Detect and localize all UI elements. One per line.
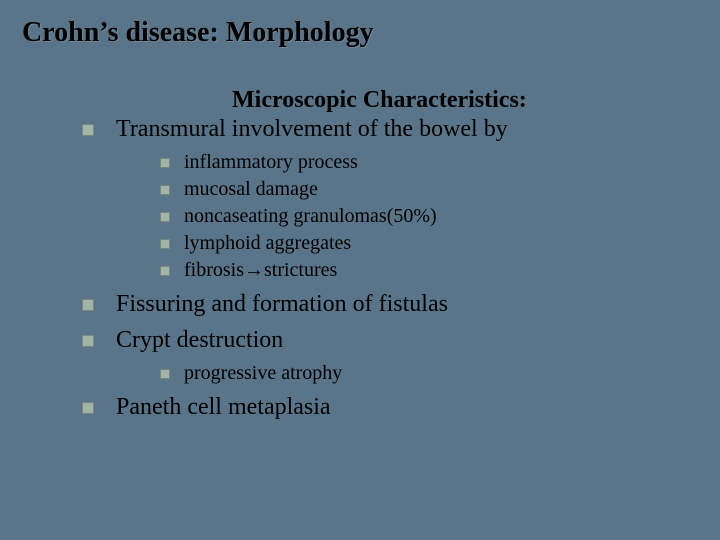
list-item-text: inflammatory process — [184, 151, 358, 173]
list-item-text: mucosal damage — [184, 178, 318, 200]
list-item-text: Transmural involvement of the bowel by — [116, 116, 508, 142]
list-item: noncaseating granulomas(50%) — [160, 204, 698, 229]
list-item-text: Crypt destruction — [116, 327, 283, 353]
bullet-list-level2: progressive atrophy — [116, 361, 698, 386]
list-item: Paneth cell metaplasia — [82, 392, 698, 422]
list-item-text-post: strictures — [264, 259, 337, 281]
subheading-row: Microscopic Characteristics: — [22, 87, 698, 114]
list-item-text: Paneth cell metaplasia — [116, 394, 331, 420]
subheading: Microscopic Characteristics: — [232, 87, 527, 114]
list-item: lymphoid aggregates — [160, 231, 698, 256]
list-item-text: noncaseating granulomas(50%) — [184, 205, 437, 227]
slide: Crohn’s disease: Morphology Microscopic … — [0, 0, 720, 540]
list-item: inflammatory process — [160, 150, 698, 175]
list-item: Transmural involvement of the bowel by i… — [82, 114, 698, 283]
list-item: fibrosis→strictures — [160, 258, 698, 283]
list-item-text: lymphoid aggregates — [184, 232, 351, 254]
list-item: Fissuring and formation of fistulas — [82, 289, 698, 319]
arrow-icon: → — [244, 259, 264, 281]
slide-title: Crohn’s disease: Morphology — [22, 18, 698, 49]
list-item-text-pre: fibrosis — [184, 259, 244, 281]
bullet-list-level1: Transmural involvement of the bowel by i… — [22, 114, 698, 422]
bullet-list-level2: inflammatory process mucosal damage nonc… — [116, 150, 698, 283]
list-item: mucosal damage — [160, 177, 698, 202]
list-item: Crypt destruction progressive atrophy — [82, 325, 698, 386]
list-item-text: Fissuring and formation of fistulas — [116, 291, 448, 317]
list-item-text: progressive atrophy — [184, 362, 342, 384]
list-item: progressive atrophy — [160, 361, 698, 386]
